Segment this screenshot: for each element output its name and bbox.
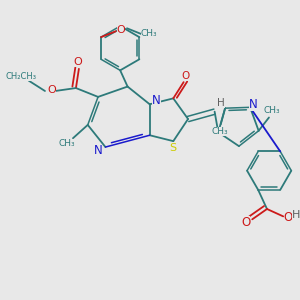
Text: S: S bbox=[170, 142, 177, 153]
Text: CH₃: CH₃ bbox=[140, 29, 157, 38]
Text: CH₃: CH₃ bbox=[58, 139, 75, 148]
Text: O: O bbox=[73, 57, 82, 67]
Text: CH₂CH₃: CH₂CH₃ bbox=[6, 72, 37, 81]
Text: N: N bbox=[249, 98, 257, 111]
Text: CH₃: CH₃ bbox=[264, 106, 280, 115]
Text: O: O bbox=[182, 71, 190, 81]
Text: N: N bbox=[152, 94, 161, 107]
Text: O: O bbox=[284, 211, 293, 224]
Text: H: H bbox=[217, 98, 225, 108]
Text: O: O bbox=[241, 216, 250, 229]
Text: N: N bbox=[94, 143, 102, 157]
Text: H: H bbox=[292, 211, 300, 220]
Text: O: O bbox=[47, 85, 56, 94]
Text: CH₃: CH₃ bbox=[212, 127, 228, 136]
Text: O: O bbox=[117, 25, 125, 35]
